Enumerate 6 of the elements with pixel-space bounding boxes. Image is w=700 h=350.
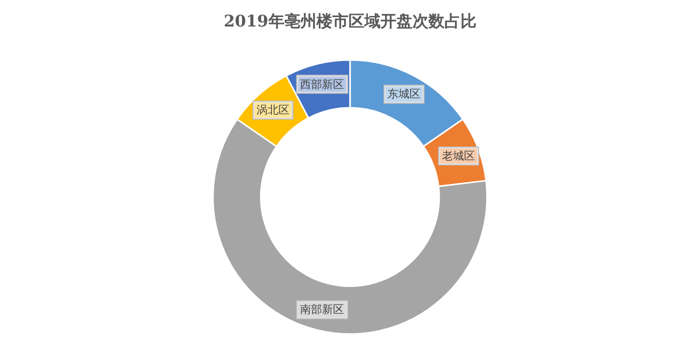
slice-label: 涡北区 xyxy=(256,104,290,117)
slice-label: 老城区 xyxy=(442,149,476,162)
slice-label: 西部新区 xyxy=(300,78,344,91)
slice-label: 东城区 xyxy=(388,88,421,101)
slice-label: 南部新区 xyxy=(300,303,344,316)
chart-title: 2019年亳州楼市区域开盘次数占比 xyxy=(224,12,476,30)
